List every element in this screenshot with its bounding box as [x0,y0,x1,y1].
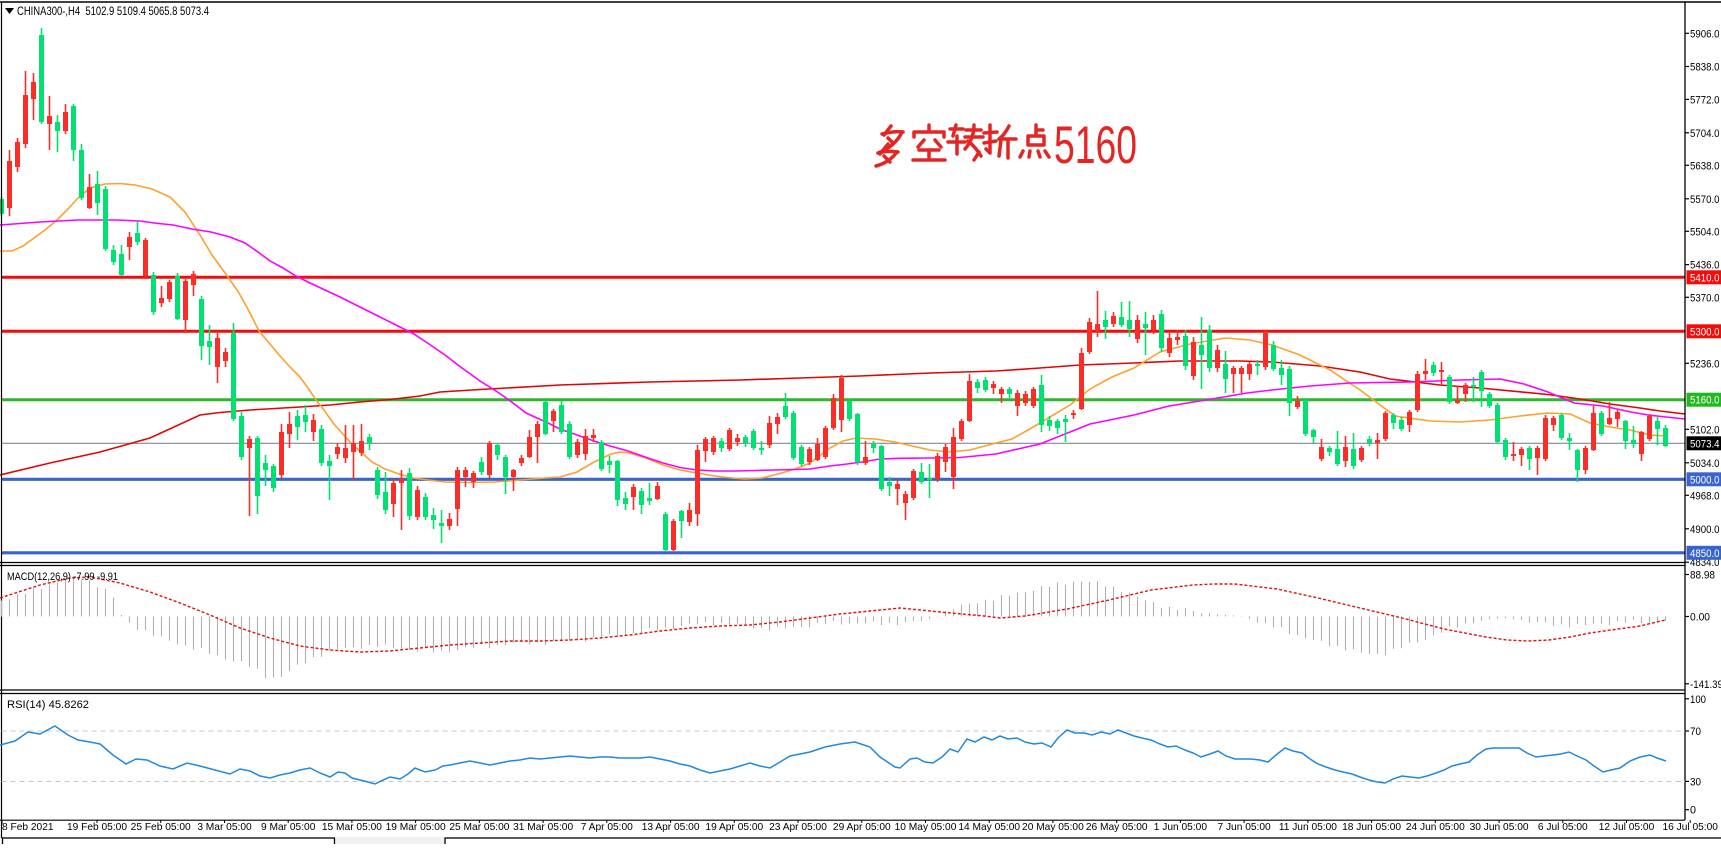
svg-text:5906.0: 5906.0 [1690,28,1720,40]
svg-text:5160.0: 5160.0 [1690,395,1720,407]
svg-text:MACD(12,26,9) -7.99 -9.91: MACD(12,26,9) -7.99 -9.91 [7,571,118,583]
svg-text:5300.0: 5300.0 [1690,326,1720,338]
svg-text:5772.0: 5772.0 [1690,94,1720,106]
svg-text:7 Jun 05:00: 7 Jun 05:00 [1217,822,1271,833]
svg-text:CHINA300-,H4 5102.9 5109.4 50: CHINA300-,H4 5102.9 5109.4 5065.8 5073.4 [17,4,209,18]
svg-text:70: 70 [1690,726,1701,738]
svg-text:26 May 05:00: 26 May 05:00 [1086,822,1148,833]
svg-text:12 Jul 05:00: 12 Jul 05:00 [1599,822,1655,833]
svg-text:15 Mar 05:00: 15 Mar 05:00 [322,822,382,833]
svg-text:0: 0 [1690,805,1696,817]
svg-text:-141.39: -141.39 [1690,679,1721,691]
svg-text:0.00: 0.00 [1690,612,1710,624]
svg-text:4850.0: 4850.0 [1690,548,1720,560]
svg-text:19 Mar 05:00: 19 Mar 05:00 [386,822,446,833]
svg-text:18 Jun 05:00: 18 Jun 05:00 [1342,822,1401,833]
svg-text:13 Apr 05:00: 13 Apr 05:00 [642,822,700,833]
svg-text:5000.0: 5000.0 [1690,474,1720,486]
svg-text:5504.0: 5504.0 [1690,226,1720,238]
svg-text:5436.0: 5436.0 [1690,260,1720,272]
svg-text:100: 100 [1690,694,1706,706]
svg-text:19 Feb 05:00: 19 Feb 05:00 [67,822,127,833]
svg-text:8 Feb 2021: 8 Feb 2021 [2,822,54,833]
svg-text:16 Jul 05:00: 16 Jul 05:00 [1662,822,1718,833]
svg-text:9 Mar 05:00: 9 Mar 05:00 [261,822,316,833]
svg-text:25 Mar 05:00: 25 Mar 05:00 [449,822,509,833]
svg-text:5102.0: 5102.0 [1690,424,1720,436]
svg-text:5570.0: 5570.0 [1690,194,1720,206]
svg-text:7 Apr 05:00: 7 Apr 05:00 [581,822,633,833]
svg-text:5704.0: 5704.0 [1690,128,1720,140]
svg-text:30 Jun 05:00: 30 Jun 05:00 [1470,822,1529,833]
svg-text:5410.0: 5410.0 [1690,272,1720,284]
svg-text:11 Jun 05:00: 11 Jun 05:00 [1279,822,1337,833]
svg-text:31 Mar 05:00: 31 Mar 05:00 [513,822,573,833]
svg-text:3 Mar 05:00: 3 Mar 05:00 [197,822,252,833]
svg-text:29 Apr 05:00: 29 Apr 05:00 [833,822,891,833]
svg-text:10 May 05:00: 10 May 05:00 [895,822,957,833]
svg-text:4968.0: 4968.0 [1690,490,1720,502]
svg-text:25 Feb 05:00: 25 Feb 05:00 [131,822,191,833]
svg-text:88.98: 88.98 [1690,570,1715,582]
svg-text:14 May 05:00: 14 May 05:00 [958,822,1020,833]
svg-text:5034.0: 5034.0 [1690,458,1720,470]
svg-text:6 Jul 05:00: 6 Jul 05:00 [1538,822,1588,833]
svg-text:5638.0: 5638.0 [1690,160,1720,172]
svg-text:30: 30 [1690,776,1701,788]
svg-text:RSI(14) 45.8262: RSI(14) 45.8262 [7,699,89,711]
svg-text:20 May 05:00: 20 May 05:00 [1022,822,1084,833]
svg-text:19 Apr 05:00: 19 Apr 05:00 [705,822,763,833]
svg-text:5073.4: 5073.4 [1690,438,1720,450]
svg-text:5838.0: 5838.0 [1690,62,1720,74]
svg-text:5370.0: 5370.0 [1690,292,1720,304]
svg-text:5160: 5160 [1054,116,1137,175]
svg-text:23 Apr 05:00: 23 Apr 05:00 [769,822,827,833]
svg-text:4900.0: 4900.0 [1690,524,1720,536]
svg-text:5236.0: 5236.0 [1690,358,1720,370]
svg-text:24 Jun 05:00: 24 Jun 05:00 [1406,822,1465,833]
svg-text:1 Jun 05:00: 1 Jun 05:00 [1154,822,1208,833]
